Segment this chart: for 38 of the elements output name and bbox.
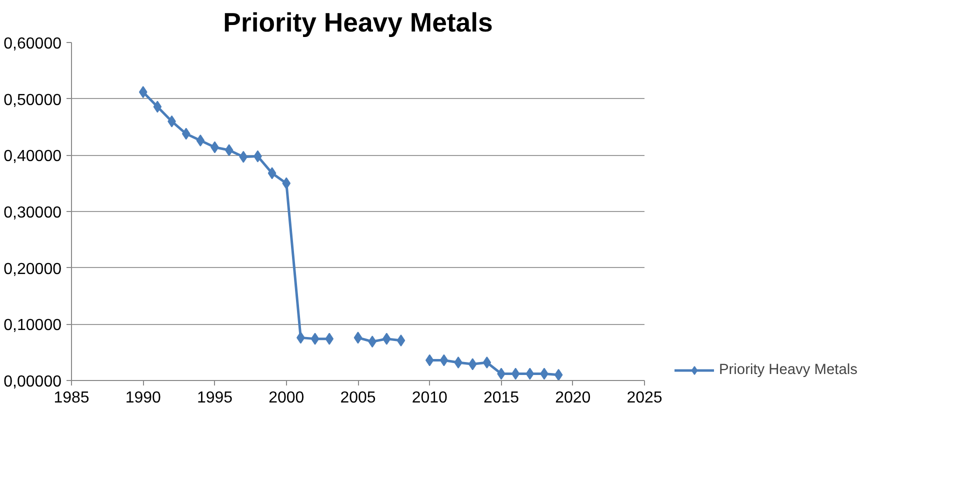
x-tick-label: 2005 [340,390,376,406]
point [182,128,190,140]
y-tick-label: 0,40000 [4,148,62,166]
point [468,358,477,370]
y-tick-label: 0,00000 [4,374,62,390]
point [268,167,276,180]
y-tick-label: 0,60000 [4,36,62,52]
x-tick-label: 2025 [626,390,662,406]
point [482,356,492,368]
point [153,100,162,113]
chart-title: Priority Heavy Metals [223,8,493,38]
y-tick-label: 0,10000 [4,317,62,334]
y-tick-label: 0,20000 [4,260,62,278]
legend-label: Priority Heavy Metals [719,362,858,378]
point [310,332,320,345]
y-tick-label: 0,50000 [4,92,62,109]
x-tick-label: 1990 [125,390,162,406]
point [396,334,406,347]
point [138,86,148,98]
x-tick-label: 2015 [483,390,520,406]
point [354,332,362,344]
point [325,332,334,345]
x-tick-label: 2010 [412,390,448,406]
point [511,368,520,380]
point [196,134,205,147]
point [425,354,434,366]
point [282,177,291,190]
point [239,150,248,163]
point [382,332,391,345]
point [554,368,563,380]
x-tick-label: 1995 [196,390,233,406]
x-tick-label: 1985 [54,390,90,406]
x-tick-label: 2000 [268,390,304,406]
x-tick-label: 2020 [555,390,591,406]
point [526,368,534,380]
y-tick-label: 0,30000 [4,204,62,222]
point [224,144,234,156]
point [440,354,448,366]
